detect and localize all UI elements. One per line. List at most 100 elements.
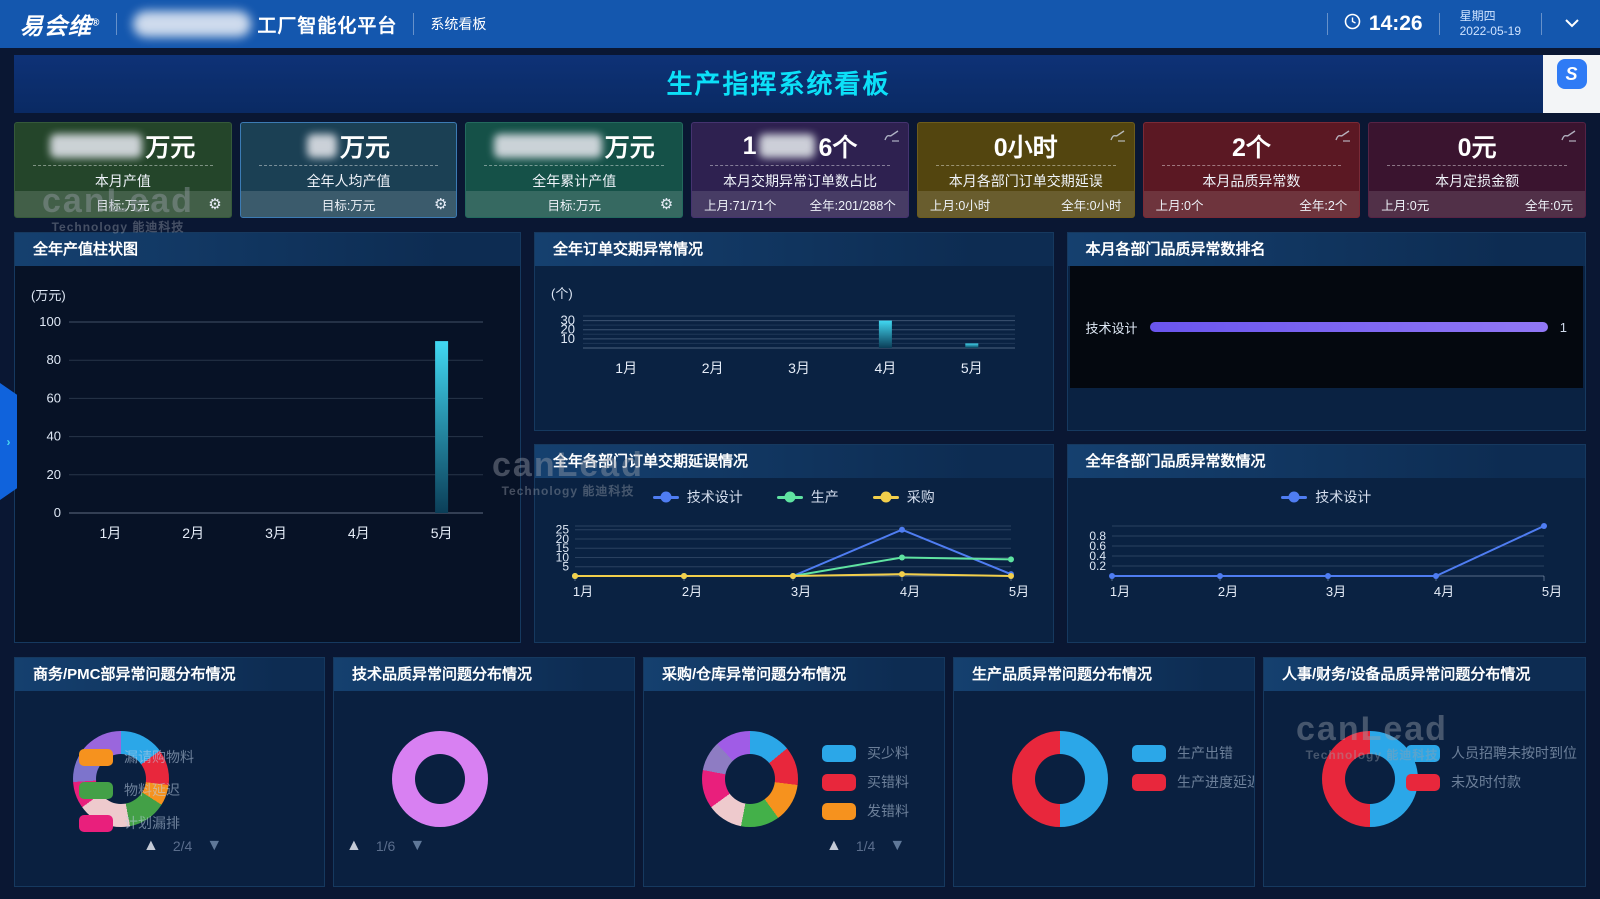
panel-title: 采购/仓库异常问题分布情况 bbox=[644, 658, 944, 691]
chevron-down-icon[interactable] bbox=[1564, 15, 1580, 33]
panel-hr-finance-equipment: 人事/财务/设备品质异常问题分布情况 人员招聘未按时到位 未及时付款 bbox=[1263, 657, 1586, 887]
kpi-label: 本月产值 bbox=[94, 173, 151, 189]
donut-panel-body: 人员招聘未按时到位 未及时付款 bbox=[1264, 691, 1585, 886]
svg-text:5月: 5月 bbox=[1541, 584, 1561, 599]
kpi-label: 本月品质异常数 bbox=[1202, 173, 1301, 189]
annual-output-bar-chart: (万元) 0 20 40 60 80 100 1月 2月 3月 4月 5月 bbox=[15, 266, 520, 642]
panel-tech-quality: 技术品质异常问题分布情况 ▲ 1/6 ▼ bbox=[333, 657, 635, 887]
legend-label: 计划漏排 bbox=[124, 815, 180, 831]
svg-text:0.2: 0.2 bbox=[1089, 559, 1106, 573]
svg-text:0: 0 bbox=[54, 505, 61, 520]
svg-text:0.8: 0.8 bbox=[1089, 529, 1106, 543]
svg-text:2月: 2月 bbox=[682, 584, 702, 599]
legend-item[interactable]: 生产进度延迟 bbox=[1132, 772, 1254, 792]
svg-text:4月: 4月 bbox=[1433, 584, 1453, 599]
svg-text:5月: 5月 bbox=[1009, 584, 1029, 599]
sidebar-drawer-handle[interactable]: › bbox=[0, 383, 17, 500]
donut-panel-body: 生产出错生产进度延迟 bbox=[954, 691, 1254, 886]
rank-label: 技术设计 bbox=[1085, 320, 1138, 336]
pager-up-icon[interactable]: ▲ bbox=[346, 837, 362, 854]
rank-chart-area: 技术设计 1 bbox=[1069, 266, 1583, 388]
kpi-footer-item: 上月:71/71个 bbox=[704, 198, 777, 213]
legend-item[interactable]: 物料延迟 bbox=[79, 780, 194, 800]
kpi-card-monthly-quality-abnormal-count: 2个 本月品质异常数 上月:0个 全年:2个 bbox=[1142, 122, 1361, 218]
legend-item[interactable]: 漏请购物料 bbox=[79, 747, 194, 767]
legend-label: 漏请购物料 bbox=[124, 749, 194, 765]
donut-chart bbox=[1322, 731, 1418, 827]
legend-item[interactable]: 人员招聘未按时到位 bbox=[1406, 743, 1577, 763]
kpi-value-text: 2个 bbox=[1231, 134, 1271, 162]
svg-text:30: 30 bbox=[561, 313, 575, 328]
legend-swatch-icon bbox=[79, 814, 113, 832]
legend-item[interactable]: 生产出错 bbox=[1132, 743, 1254, 763]
legend-item[interactable]: 计划漏排 bbox=[79, 813, 194, 833]
legend-item[interactable]: 技术设计 bbox=[1281, 487, 1371, 507]
pagination: ▲ 1/6 ▼ bbox=[346, 837, 425, 855]
chart-legend: 技术设计 生产 采购 bbox=[535, 478, 1053, 510]
kpi-label: 本月各部门订单交期延误 bbox=[948, 173, 1103, 189]
legend-item[interactable]: 技术设计 bbox=[652, 487, 743, 507]
pager-up-icon[interactable]: ▲ bbox=[826, 837, 842, 854]
legend-item[interactable]: 生产 bbox=[776, 487, 839, 507]
kpi-footer-item: 全年:0元 bbox=[1525, 198, 1573, 213]
kpi-value: 0元 bbox=[1369, 130, 1585, 162]
dept-quality-rank-chart: 技术设计 1 bbox=[1068, 266, 1586, 430]
legend-item[interactable]: 采购 bbox=[872, 487, 935, 507]
pager-up-icon[interactable]: ▲ bbox=[143, 837, 159, 854]
bar-chart-svg: (万元) 0 20 40 60 80 100 1月 2月 3月 4月 5月 bbox=[31, 288, 483, 541]
panel-title: 人事/财务/设备品质异常问题分布情况 bbox=[1264, 658, 1585, 691]
kpi-value: 万元 bbox=[241, 130, 457, 162]
kpi-footer: 目标:万元 ⚙ bbox=[15, 191, 231, 217]
svg-text:0.4: 0.4 bbox=[1089, 549, 1106, 563]
donut-ring bbox=[1322, 731, 1418, 827]
current-time: 14:26 bbox=[1368, 12, 1423, 35]
gear-icon[interactable]: ⚙ bbox=[659, 196, 674, 213]
donut-panel-body: 买少料 买错料 发错料 ▲ 1/4 ▼ bbox=[644, 691, 944, 886]
pager-page-indicator: 2/4 bbox=[172, 838, 193, 854]
donut-ring bbox=[392, 731, 488, 827]
platform-title: 工厂智能化平台 bbox=[257, 15, 398, 37]
kpi-divider bbox=[484, 165, 665, 166]
panel-title: 本月各部门品质异常数排名 bbox=[1067, 233, 1585, 266]
kpi-value: 万元 bbox=[15, 130, 231, 162]
chevron-right-icon: › bbox=[6, 434, 11, 449]
legend-swatch-icon bbox=[1132, 773, 1166, 791]
gear-icon[interactable]: ⚙ bbox=[208, 196, 222, 213]
kpi-divider bbox=[710, 165, 890, 166]
floating-widget-icon[interactable]: S bbox=[1556, 59, 1587, 89]
donut-legend: 漏请购物料物料延迟计划漏排 bbox=[79, 747, 194, 833]
divider bbox=[1438, 13, 1440, 35]
legend-label: 生产出错 bbox=[1177, 745, 1233, 761]
kpi-footer-item: 上月:0个 bbox=[1155, 198, 1204, 213]
panel-annual-output: 全年产值柱状图 (万元) 0 20 40 60 80 100 1月 2月 3月 4月 5月 bbox=[14, 232, 521, 643]
kpi-card-monthly-dept-order-delay: 0小时 本月各部门订单交期延误 上月:0小时 全年:0小时 bbox=[916, 122, 1135, 218]
legend-label: 采购 bbox=[906, 489, 935, 505]
pager-down-icon[interactable]: ▼ bbox=[206, 837, 223, 854]
kpi-value: 万元 bbox=[466, 130, 682, 162]
svg-text:4月: 4月 bbox=[348, 525, 370, 541]
kpi-value-text: 1 bbox=[742, 131, 757, 160]
svg-text:5月: 5月 bbox=[431, 525, 453, 541]
kpi-label: 全年人均产值 bbox=[306, 173, 391, 189]
charts-grid: 全年产值柱状图 (万元) 0 20 40 60 80 100 1月 2月 3月 4月 5月 全年订单交… bbox=[14, 232, 1586, 643]
donut-chart bbox=[702, 731, 798, 827]
line-chart-wrap: 技术设计 0.2 0.4 0.6 0.8 1月 2月 3月 4月 5月 bbox=[1068, 478, 1586, 642]
svg-text:10: 10 bbox=[561, 331, 575, 346]
legend-item[interactable]: 买少料 bbox=[822, 743, 909, 763]
legend-item[interactable]: 发错料 bbox=[822, 801, 909, 821]
svg-text:0.6: 0.6 bbox=[1089, 539, 1106, 553]
legend-item[interactable]: 买错料 bbox=[822, 772, 909, 792]
gear-icon[interactable]: ⚙ bbox=[433, 196, 448, 213]
panel-quality-rank: 本月各部门品质异常数排名 技术设计 1 bbox=[1066, 232, 1586, 431]
line-chart-wrap: 技术设计 生产 采购 5 10 15 20 25 1月 2月 3月 4月 5月 bbox=[535, 478, 1053, 642]
svg-text:60: 60 bbox=[47, 390, 61, 405]
legend-line-icon bbox=[872, 491, 899, 503]
pager-down-icon[interactable]: ▼ bbox=[409, 837, 426, 854]
menu-item-system-board[interactable]: 系统看板 bbox=[430, 16, 487, 32]
kpi-footer-item: 目标:万元 bbox=[547, 198, 602, 213]
donut-panel-body: ▲ 1/6 ▼ bbox=[334, 691, 634, 886]
legend-item[interactable]: 未及时付款 bbox=[1406, 772, 1577, 792]
kpi-footer: 上月:71/71个 全年:201/288个 bbox=[692, 191, 908, 217]
trend-icon bbox=[1561, 129, 1577, 147]
pager-down-icon[interactable]: ▼ bbox=[889, 837, 906, 854]
